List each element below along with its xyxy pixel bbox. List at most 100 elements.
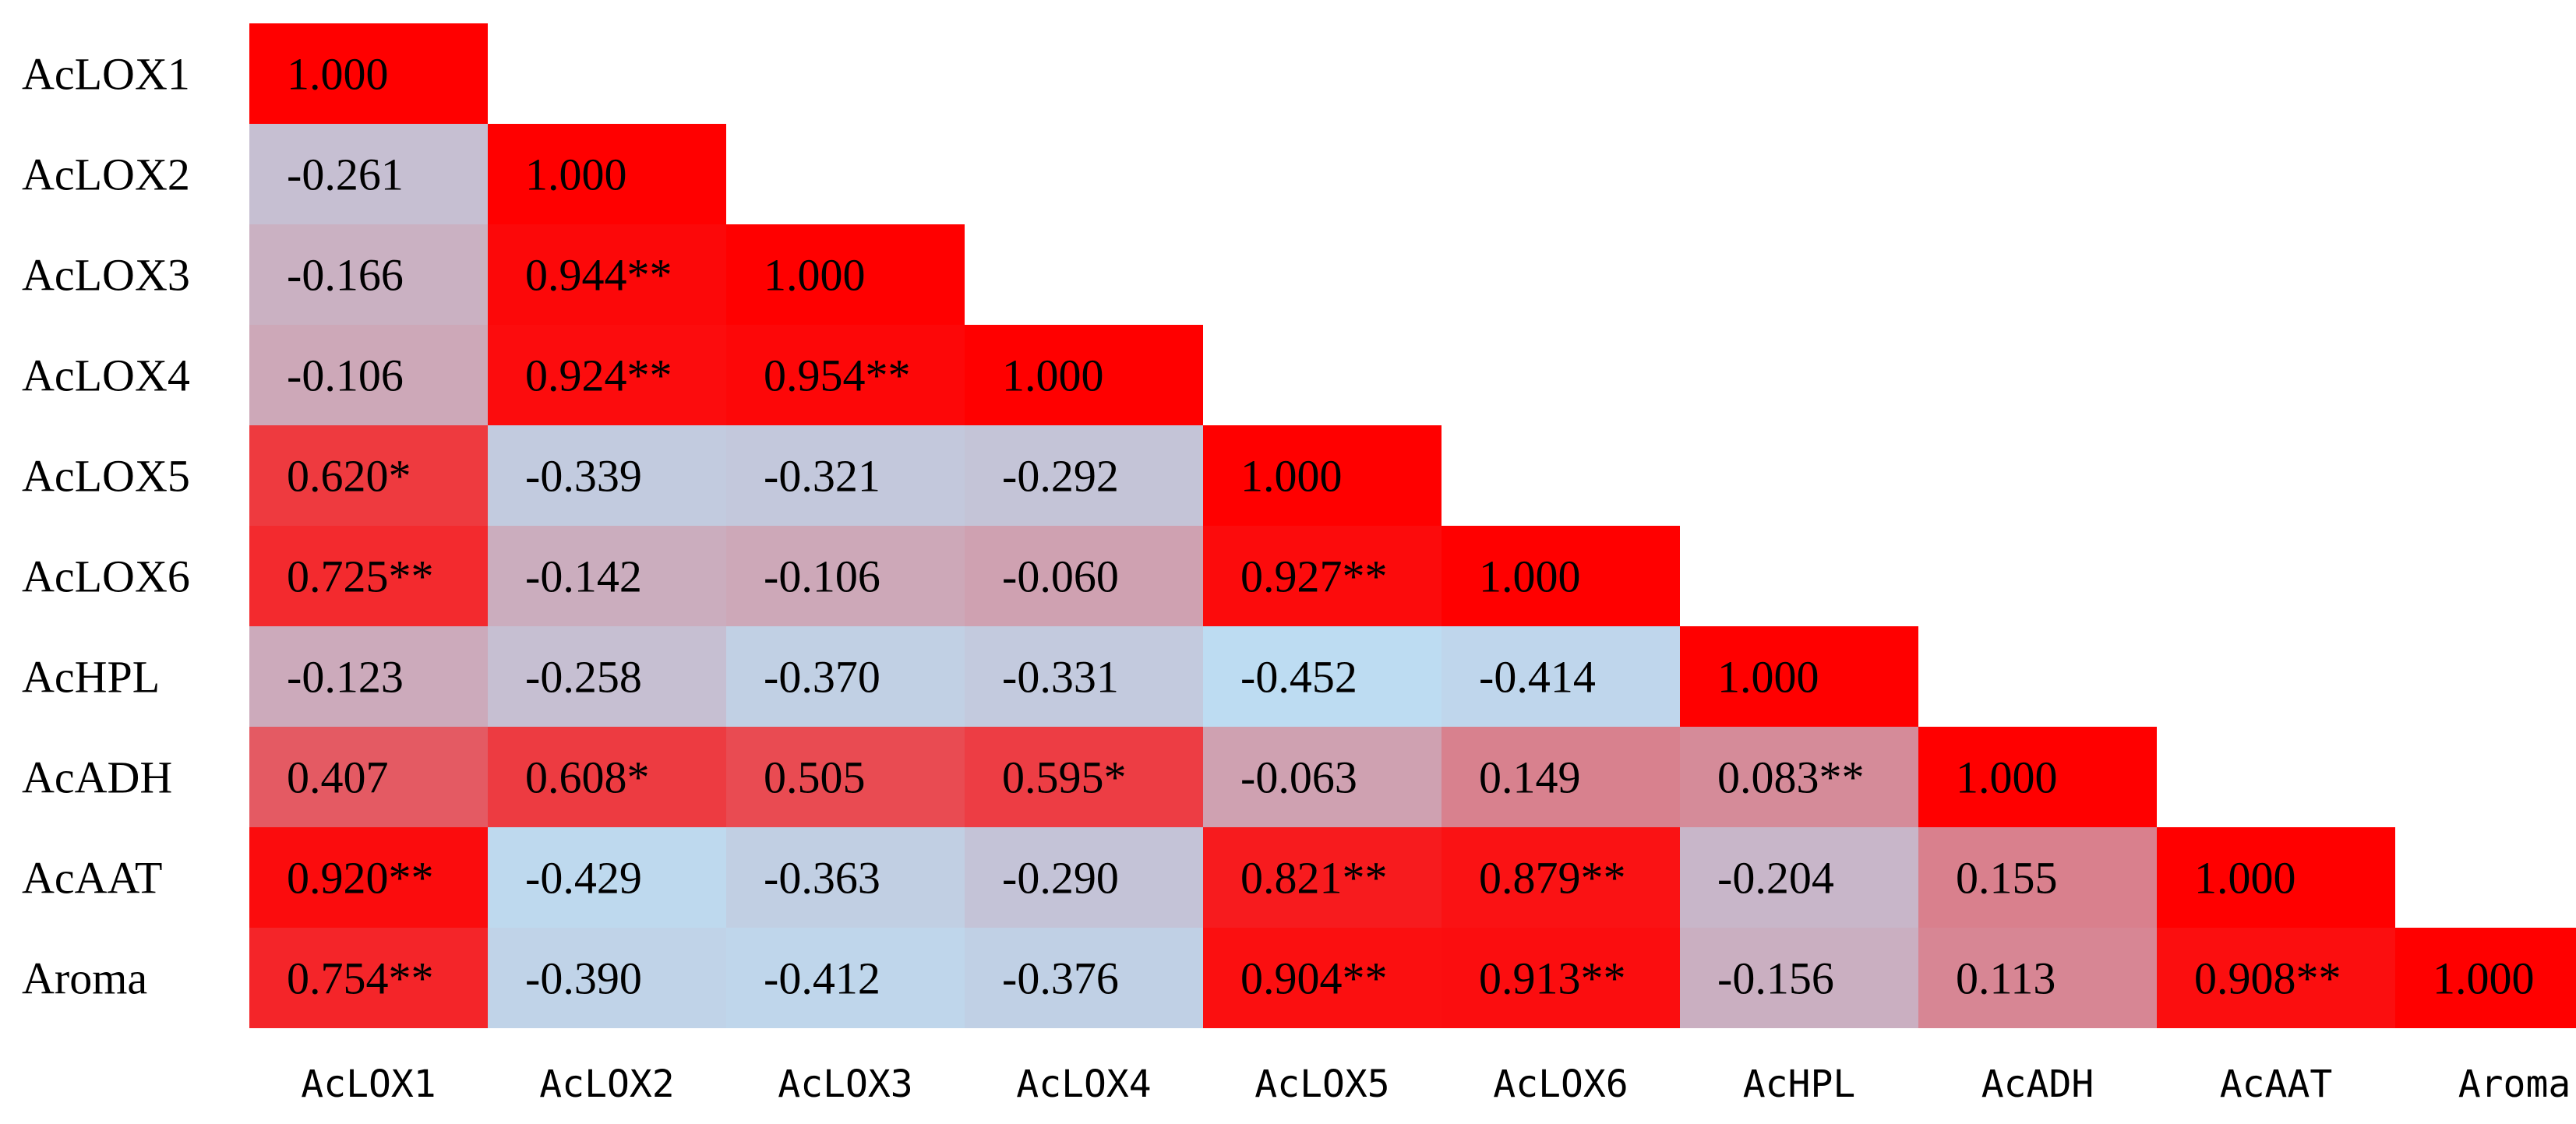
cell-aclox3-aclox3 <box>726 224 965 325</box>
cell-value-achpl-aclox3: -0.370 <box>764 652 880 703</box>
row-label-aclox6: AcLOX6 <box>22 551 190 602</box>
cell-acadh-achpl <box>1680 727 1918 827</box>
cell-aclox6-aclox1 <box>249 526 488 626</box>
cell-aclox3-aclox1 <box>249 224 488 325</box>
column-label-aroma: Aroma <box>2458 1062 2571 1106</box>
cell-value-acaat-aclox3: -0.363 <box>764 853 880 904</box>
cell-value-achpl-aclox6: -0.414 <box>1479 652 1596 703</box>
cell-value-aroma-aroma: 1.000 <box>2433 953 2535 1004</box>
cell-value-acadh-achpl: 0.083** <box>1717 752 1865 803</box>
heatmap-cells <box>249 23 2576 1028</box>
cell-aclox5-aclox5 <box>1203 425 1442 526</box>
cell-aroma-acadh <box>1918 928 2157 1028</box>
cell-value-aclox4-aclox3: 0.954** <box>764 351 911 401</box>
cell-value-acaat-acadh: 0.155 <box>1956 853 2058 904</box>
cell-acaat-aclox3 <box>726 827 965 928</box>
cell-value-achpl-aclox5: -0.452 <box>1240 652 1357 703</box>
cell-value-aclox2-aclox1: -0.261 <box>287 150 404 200</box>
cell-acadh-aclox1 <box>249 727 488 827</box>
column-label-aclox5: AcLOX5 <box>1254 1062 1389 1106</box>
cell-acadh-aclox4 <box>965 727 1203 827</box>
cell-aclox5-aclox1 <box>249 425 488 526</box>
row-label-aroma: Aroma <box>22 953 147 1004</box>
cell-value-aroma-acadh: 0.113 <box>1956 953 2056 1004</box>
cell-value-acadh-aclox4: 0.595* <box>1002 752 1127 803</box>
cell-value-achpl-achpl: 1.000 <box>1717 652 1819 703</box>
column-label-achpl: AcHPL <box>1743 1062 1856 1106</box>
heatmap-cell-labels: 1.000 -0.261 1.000 -0.166 0.944** 1.000 -0.106… <box>287 49 2535 1004</box>
cell-value-aclox3-aclox2: 0.944** <box>525 250 672 301</box>
cell-value-achpl-aclox4: -0.331 <box>1002 652 1119 703</box>
cell-aclox6-aclox2 <box>488 526 726 626</box>
cell-aclox2-aclox1 <box>249 124 488 224</box>
cell-aclox6-aclox4 <box>965 526 1203 626</box>
cell-aclox2-aclox2 <box>488 124 726 224</box>
cell-value-acadh-aclox1: 0.407 <box>287 752 389 803</box>
cell-aroma-aclox5 <box>1203 928 1442 1028</box>
row-label-aclox3: AcLOX3 <box>22 250 190 301</box>
cell-value-aroma-aclox4: -0.376 <box>1002 953 1119 1004</box>
cell-achpl-aclox2 <box>488 626 726 727</box>
column-label-acaat: AcAAT <box>2220 1062 2333 1106</box>
cell-aclox6-aclox6 <box>1442 526 1680 626</box>
cell-value-acaat-aclox4: -0.290 <box>1002 853 1119 904</box>
cell-acadh-aclox6 <box>1442 727 1680 827</box>
cell-value-acaat-aclox5: 0.821** <box>1240 853 1388 904</box>
row-label-aclox4: AcLOX4 <box>22 351 190 401</box>
cell-acaat-acadh <box>1918 827 2157 928</box>
cell-acaat-aclox2 <box>488 827 726 928</box>
cell-value-acaat-aclox1: 0.920** <box>287 853 434 904</box>
cell-aclox4-aclox1 <box>249 325 488 425</box>
cell-achpl-aclox5 <box>1203 626 1442 727</box>
cell-aroma-acaat <box>2157 928 2395 1028</box>
column-labels: AcLOX1 AcLOX2 AcLOX3 AcLOX4 AcLOX5 AcLOX6 AcHP… <box>301 1062 2571 1106</box>
cell-aclox5-aclox2 <box>488 425 726 526</box>
cell-acadh-aclox3 <box>726 727 965 827</box>
cell-aclox5-aclox4 <box>965 425 1203 526</box>
row-label-aclox2: AcLOX2 <box>22 150 190 200</box>
cell-value-aclox6-aclox6: 1.000 <box>1479 551 1581 602</box>
cell-value-aclox4-aclox1: -0.106 <box>287 351 404 401</box>
cell-value-aclox2-aclox2: 1.000 <box>525 150 627 200</box>
cell-acadh-aclox5 <box>1203 727 1442 827</box>
cell-achpl-aclox1 <box>249 626 488 727</box>
cell-acaat-aclox5 <box>1203 827 1442 928</box>
cell-acadh-acadh <box>1918 727 2157 827</box>
cell-value-aclox5-aclox5: 1.000 <box>1240 451 1343 502</box>
cell-value-aclox6-aclox4: -0.060 <box>1002 551 1119 602</box>
cell-value-acadh-aclox2: 0.608* <box>525 752 650 803</box>
cell-aclox6-aclox5 <box>1203 526 1442 626</box>
cell-value-achpl-aclox2: -0.258 <box>525 652 642 703</box>
column-label-acadh: AcADH <box>1981 1062 2094 1106</box>
cell-aroma-aclox1 <box>249 928 488 1028</box>
column-label-aclox6: AcLOX6 <box>1493 1062 1628 1106</box>
cell-acaat-achpl <box>1680 827 1918 928</box>
row-label-achpl: AcHPL <box>22 652 160 703</box>
cell-acaat-aclox6 <box>1442 827 1680 928</box>
cell-value-acaat-achpl: -0.204 <box>1717 853 1834 904</box>
cell-acadh-aclox2 <box>488 727 726 827</box>
cell-aclox5-aclox3 <box>726 425 965 526</box>
cell-value-aclox4-aclox2: 0.924** <box>525 351 672 401</box>
cell-aclox1-aclox1 <box>249 23 488 124</box>
cell-value-aroma-aclox1: 0.754** <box>287 953 434 1004</box>
cell-value-aroma-acaat: 0.908** <box>2194 953 2341 1004</box>
column-label-aclox2: AcLOX2 <box>539 1062 674 1106</box>
cell-value-aclox5-aclox4: -0.292 <box>1002 451 1119 502</box>
cell-aclox6-aclox3 <box>726 526 965 626</box>
cell-value-aclox5-aclox1: 0.620* <box>287 451 411 502</box>
cell-value-aroma-aclox6: 0.913** <box>1479 953 1626 1004</box>
cell-value-aroma-aclox3: -0.412 <box>764 953 880 1004</box>
cell-aclox4-aclox3 <box>726 325 965 425</box>
cell-achpl-aclox3 <box>726 626 965 727</box>
cell-aroma-aclox2 <box>488 928 726 1028</box>
cell-acaat-aclox1 <box>249 827 488 928</box>
cell-aroma-aclox6 <box>1442 928 1680 1028</box>
cell-aroma-achpl <box>1680 928 1918 1028</box>
row-label-aclox1: AcLOX1 <box>22 49 190 100</box>
cell-value-aclox5-aclox3: -0.321 <box>764 451 880 502</box>
column-label-aclox3: AcLOX3 <box>778 1062 912 1106</box>
cell-value-aroma-achpl: -0.156 <box>1717 953 1834 1004</box>
cell-value-acadh-aclox5: -0.063 <box>1240 752 1357 803</box>
